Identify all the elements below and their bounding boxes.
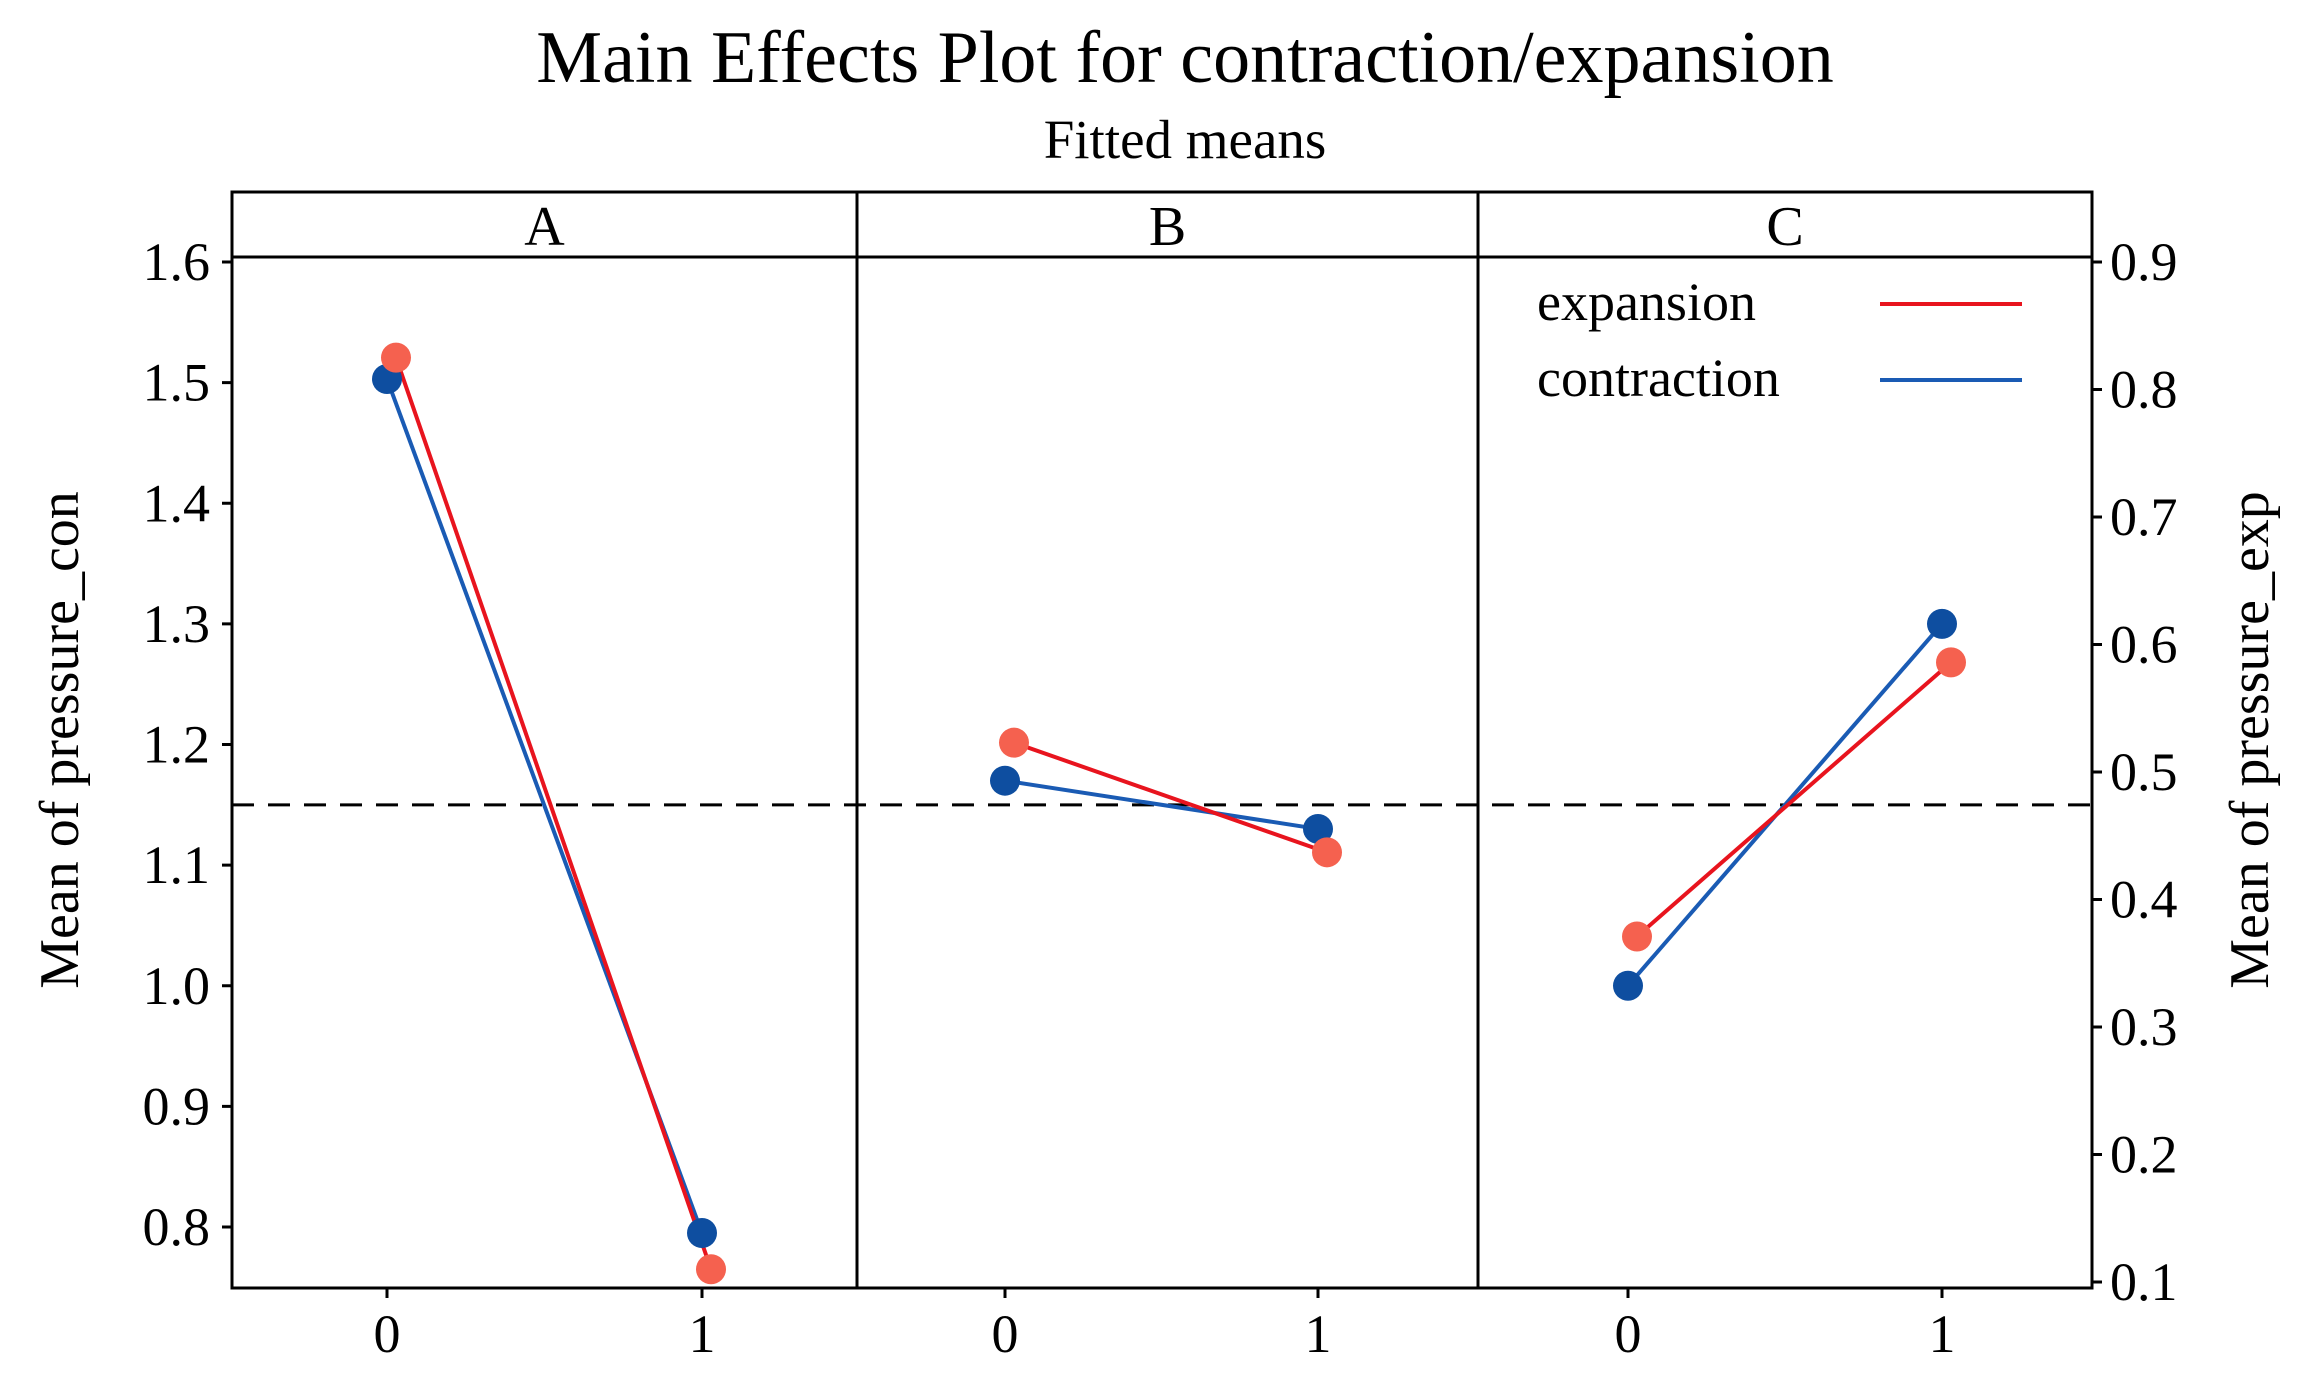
left-tick-label: 1.5: [143, 353, 211, 413]
expansion-point-A-1: [696, 1254, 726, 1285]
plot-frame: [230, 190, 2094, 1290]
left-tick-label: 0.9: [143, 1076, 211, 1136]
chart-subtitle: Fitted means: [1044, 109, 1327, 170]
x-tick-label: 1: [689, 1304, 716, 1364]
right-tick-label: 0.4: [2110, 870, 2178, 930]
strip-label-B: B: [1149, 196, 1186, 258]
strip-label-C: C: [1766, 196, 1803, 258]
left-axis-label: Mean of pressure_con: [29, 491, 91, 989]
contraction-point-B-1: [1303, 813, 1333, 844]
right-tick-label: 0.5: [2110, 742, 2178, 802]
right-tick-label: 0.9: [2110, 232, 2178, 292]
right-tick-label: 0.8: [2110, 360, 2178, 420]
contraction-line-B: [1004, 778, 1319, 831]
right-tick-label: 0.3: [2110, 997, 2178, 1057]
x-tick-label: 1: [1929, 1304, 1956, 1364]
left-tick-label: 1.6: [143, 232, 211, 292]
expansion-point-B-1: [1312, 837, 1342, 868]
strip-label-A: A: [524, 196, 565, 258]
contraction-point-B-0: [990, 765, 1020, 796]
x-tick-label: 0: [1615, 1304, 1642, 1364]
left-tick-label: 1.4: [143, 473, 211, 533]
right-tick-label: 0.6: [2110, 615, 2178, 675]
x-tick-label: 1: [1305, 1304, 1332, 1364]
left-tick-label: 1.1: [143, 835, 211, 895]
left-tick-label: 1.2: [143, 715, 211, 775]
legend-label-expansion: expansion: [1537, 272, 1756, 332]
left-tick-label: 1.3: [143, 594, 211, 654]
left-tick-label: 0.8: [143, 1197, 211, 1257]
right-tick-label: 0.7: [2110, 487, 2178, 547]
right-axis-label: Mean of pressure_exp: [2219, 491, 2281, 989]
chart-title: Main Effects Plot for contraction/expans…: [536, 17, 1833, 99]
contraction-point-C-1: [1927, 608, 1957, 639]
expansion-point-B-0: [999, 727, 1029, 758]
right-tick-label: 0.2: [2110, 1125, 2178, 1185]
x-tick-label: 0: [992, 1304, 1019, 1364]
contraction-point-C-0: [1613, 970, 1643, 1001]
expansion-point-C-1: [1936, 647, 1966, 678]
expansion-line-C: [1635, 660, 1953, 938]
expansion-line-B: [1013, 740, 1328, 855]
x-tick-label: 0: [374, 1304, 401, 1364]
left-tick-label: 1.0: [143, 956, 211, 1016]
right-tick-label: 0.1: [2110, 1252, 2178, 1312]
expansion-point-C-0: [1622, 921, 1652, 952]
expansion-line-A: [394, 356, 713, 1270]
legend-label-contraction: contraction: [1537, 348, 1780, 408]
contraction-point-A-1: [687, 1218, 717, 1249]
expansion-point-A-0: [381, 342, 411, 373]
